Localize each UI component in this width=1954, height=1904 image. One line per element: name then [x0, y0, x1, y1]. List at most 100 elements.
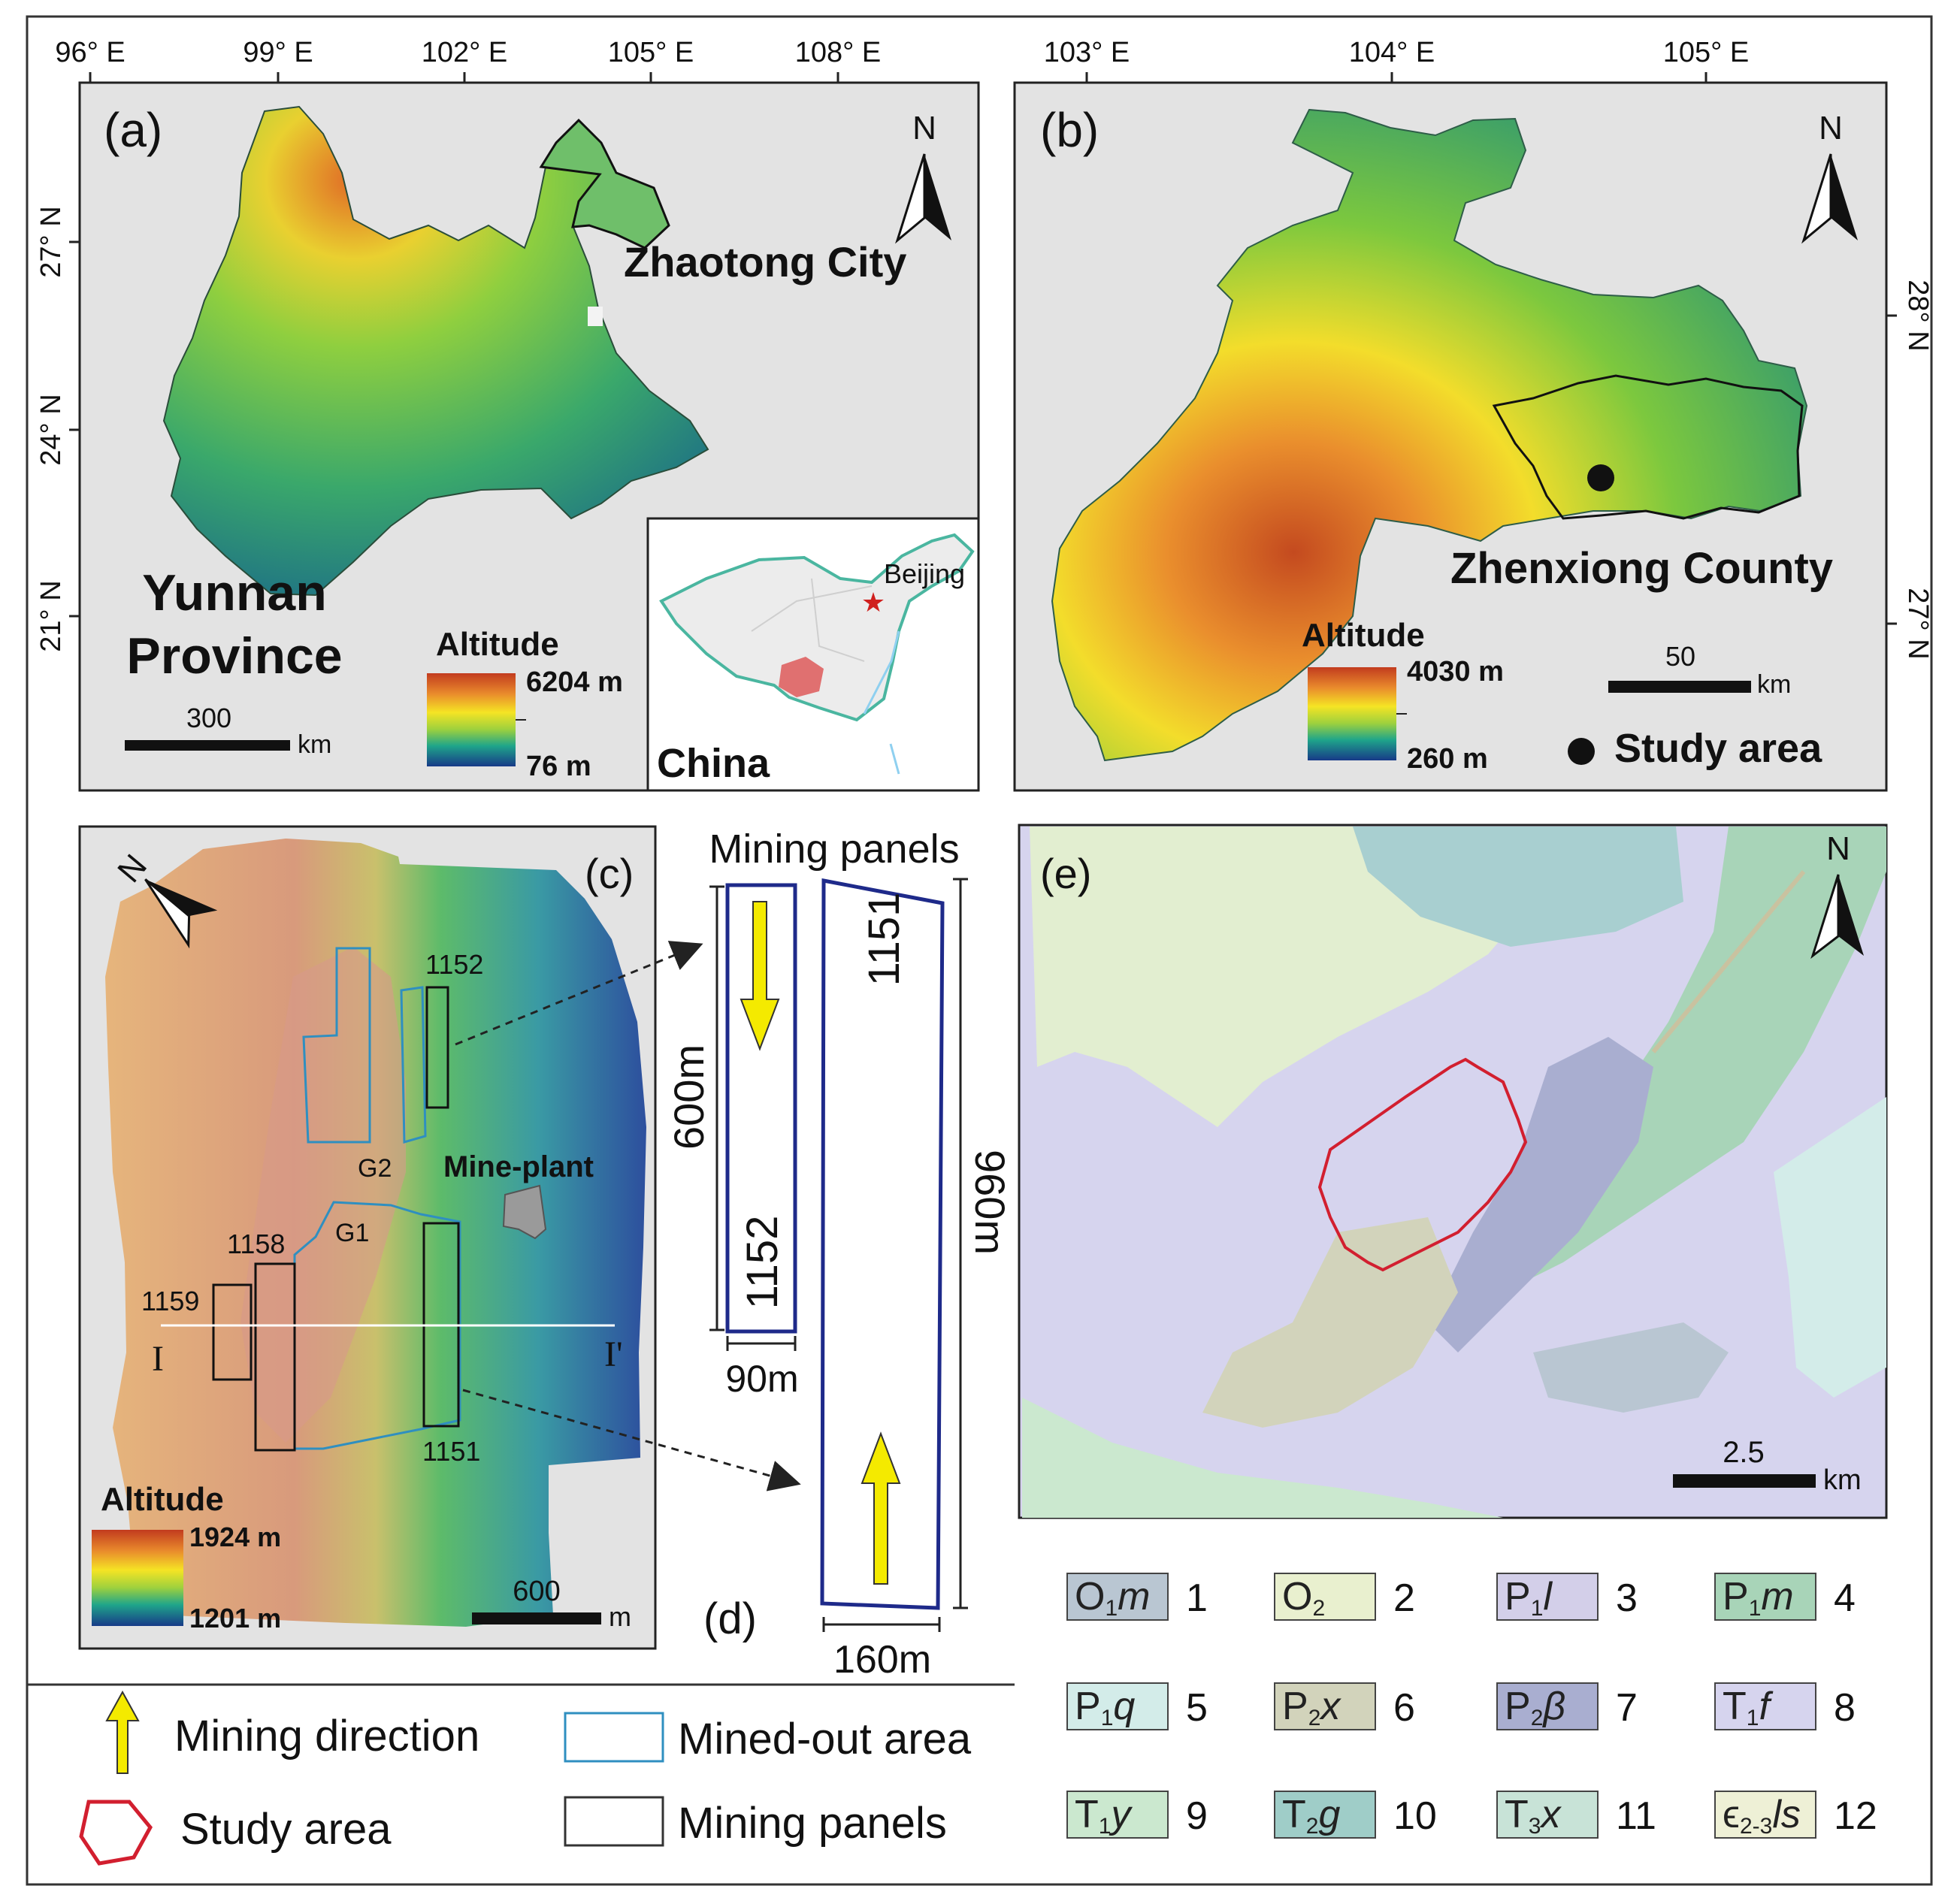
mining-panels-legend-label: Mining panels — [678, 1799, 947, 1848]
scale-bar-a: 300 km — [125, 703, 331, 759]
geo-unit-p2beta — [1428, 1037, 1653, 1352]
altitude-title-c: Altitude — [101, 1481, 224, 1518]
panel-e-label: (e) — [1040, 850, 1091, 897]
lon-tick-104e: 104° E — [1349, 37, 1435, 68]
strata-legend-item: T1f 8 — [1714, 1682, 1856, 1730]
panel-d-label: (d) — [703, 1594, 757, 1643]
mining-direction-arrow-1151 — [861, 1431, 901, 1585]
panel-c: (c) N 1152 1158 1159 1151 G2 G1 Mine-pla… — [78, 825, 801, 1650]
mining-panel-1152 — [425, 986, 449, 1109]
strata-swatch — [1066, 1791, 1169, 1839]
lat-tick-27n: 27° N — [35, 206, 67, 277]
strata-code: O1m — [1075, 1575, 1150, 1621]
strata-swatch — [1714, 1682, 1816, 1730]
strata-legend-item: O2 2 — [1274, 1573, 1415, 1621]
panel-a-lat-ticks: 27° N 24° N 21° N — [35, 206, 80, 652]
strata-legend-item: ϵ2-3ls 12 — [1714, 1791, 1877, 1839]
zhaotong-dem — [1051, 108, 1808, 762]
panel-label-1152: 1152 — [425, 949, 483, 980]
strata-legend-item: P2β 7 — [1496, 1682, 1638, 1730]
yunnan-label-line2: Province — [126, 627, 342, 685]
strata-code: T3x — [1505, 1793, 1562, 1839]
strata-code: T2g — [1282, 1793, 1340, 1839]
strata-code: P2x — [1282, 1685, 1341, 1730]
lon-tick-108e: 108° E — [795, 37, 882, 68]
ridge-shading — [240, 947, 406, 1443]
strata-swatch — [1714, 1791, 1816, 1839]
north-arrow-a: N — [895, 110, 951, 244]
panel-c-label: (c) — [585, 850, 634, 897]
panel-d-id-1151: 1151 — [860, 893, 909, 987]
scale-value-e: 2.5 — [1723, 1436, 1765, 1469]
altitude-min-c: 1201 m — [189, 1603, 281, 1634]
mining-panels-legend-icon — [564, 1796, 664, 1847]
panel-b-lon-ticks: 103° E 104° E 105° E — [1044, 37, 1749, 83]
study-area-marker-a — [588, 307, 603, 326]
panel-label-1151: 1151 — [422, 1436, 480, 1467]
study-area-label-b: Study area — [1614, 726, 1822, 771]
geo-unit-p1q — [1774, 1097, 1886, 1398]
mined-out-area-1152 — [400, 986, 427, 1144]
dimension-90m: 90m — [725, 1358, 798, 1400]
strata-legend: O1m 1 O2 2 P1l 3 P1m 4 P1q 5 P2x 6 P2β 7 T1f 8 T1y 9 T2g 10… — [1066, 1573, 1877, 1839]
altitude-legend-a: Altitude 6204 m 76 m — [427, 626, 623, 782]
strata-swatch — [1496, 1573, 1599, 1621]
panel-d: Mining panels 1152 1151 600m 90m 960m 16… — [665, 827, 1014, 1682]
strata-code: P1q — [1075, 1685, 1135, 1730]
panel-label-1159: 1159 — [141, 1286, 199, 1316]
strata-number: 2 — [1393, 1576, 1415, 1620]
mining-direction-arrow-1152 — [740, 901, 780, 1051]
china-label: China — [657, 741, 770, 786]
dimension-600m: 600m — [665, 1044, 712, 1150]
altitude-title-a: Altitude — [436, 626, 559, 663]
lon-tick-103e: 103° E — [1044, 37, 1130, 68]
panel-d-title: Mining panels — [709, 827, 959, 872]
strata-legend-item: T3x 11 — [1496, 1791, 1656, 1839]
mine-plant-building — [502, 1184, 547, 1240]
north-label-e: N — [1826, 830, 1850, 867]
panel-a-lon-ticks: 96° E 99° E 102° E 105° E 108° E — [55, 37, 881, 83]
leader-arrow-1151 — [462, 1389, 801, 1491]
bottom-legend: Mining direction Study area Mined-out ar… — [27, 1683, 1015, 1866]
goaf-label-g1: G1 — [335, 1219, 369, 1247]
beijing-label: Beijing — [884, 558, 965, 589]
zhenxiong-county-label: Zhenxiong County — [1450, 544, 1833, 593]
geo-unit-o1m — [1533, 1322, 1729, 1413]
strata-code: P2β — [1505, 1685, 1565, 1730]
section-start-label: I — [152, 1339, 164, 1379]
strata-code: ϵ2-3ls — [1723, 1793, 1801, 1839]
north-label-a: N — [912, 110, 936, 147]
leader-arrow-1152 — [455, 941, 703, 1046]
beijing-star-icon: ★ — [861, 587, 885, 618]
scale-bar-e: 2.5 km — [1673, 1436, 1862, 1496]
strata-swatch — [1274, 1682, 1376, 1730]
scale-value-c: 600 — [513, 1576, 560, 1607]
strata-code: T1y — [1075, 1793, 1133, 1839]
mined-out-legend-icon — [564, 1712, 664, 1763]
strata-legend-item: T2g 10 — [1274, 1791, 1437, 1839]
strata-legend-item: P1l 3 — [1496, 1573, 1638, 1621]
scale-unit-e: km — [1823, 1464, 1862, 1496]
strata-swatch — [1066, 1573, 1169, 1621]
lat-tick-24n: 24° N — [35, 394, 67, 465]
strata-code: T1f — [1723, 1685, 1773, 1730]
lon-tick-96e: 96° E — [55, 37, 125, 68]
lat-tick-27n-b: 27° N — [1902, 588, 1934, 659]
study-area-legend-label: Study area — [180, 1805, 392, 1854]
altitude-legend-b: Altitude 4030 m 260 m — [1302, 617, 1504, 775]
yunnan-province-dem — [162, 105, 709, 597]
strata-legend-item: O1m 1 — [1066, 1573, 1208, 1621]
scale-unit-b: km — [1757, 670, 1791, 699]
panel-a: 96° E 99° E 102° E 105° E 108° E 27° N 2… — [35, 37, 980, 792]
strata-number: 8 — [1834, 1686, 1856, 1730]
mined-out-area-g2 — [302, 947, 371, 1144]
altitude-max-c: 1924 m — [189, 1522, 281, 1552]
scale-value-a: 300 — [186, 703, 231, 733]
mining-panel-1158 — [254, 1262, 296, 1452]
mining-panel-1159 — [212, 1283, 253, 1381]
mining-direction-legend-icon — [105, 1690, 140, 1774]
geo-unit-t1y — [1022, 1398, 1503, 1518]
north-label-b: N — [1819, 110, 1843, 147]
dimension-960m: 960m — [966, 1150, 1014, 1255]
